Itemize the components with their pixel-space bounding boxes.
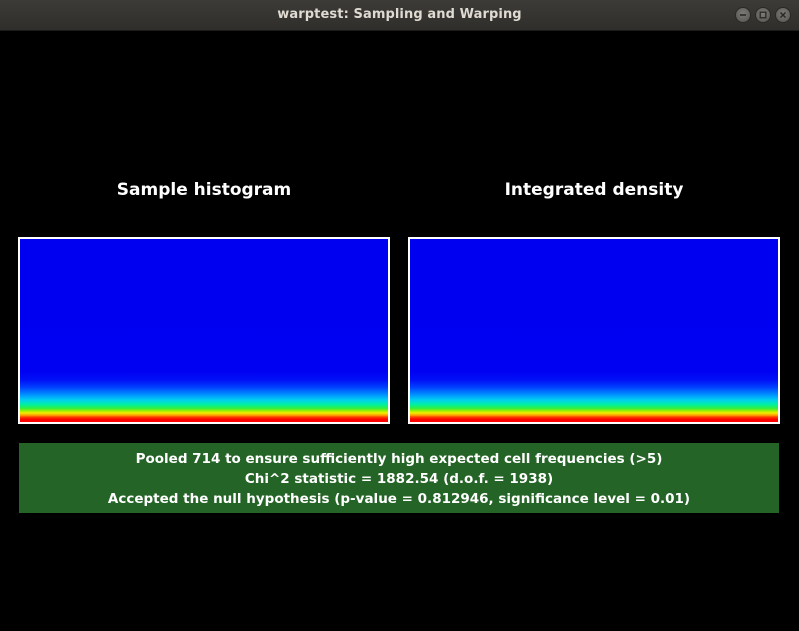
maximize-button[interactable] xyxy=(755,7,771,23)
integrated-density-title: Integrated density xyxy=(504,180,684,200)
title-bar[interactable]: warptest: Sampling and Warping xyxy=(0,0,799,31)
sample-histogram-title: Sample histogram xyxy=(116,180,292,200)
window-controls xyxy=(735,7,791,23)
pooling-message: Pooled 714 to ensure sufficiently high e… xyxy=(135,451,663,467)
minimize-icon xyxy=(740,14,746,16)
minimize-button[interactable] xyxy=(735,7,751,23)
window-title: warptest: Sampling and Warping xyxy=(277,7,522,22)
maximize-icon xyxy=(759,11,767,19)
test-result-box: Pooled 714 to ensure sufficiently high e… xyxy=(19,443,779,513)
close-button[interactable] xyxy=(775,7,791,23)
hypothesis-result: Accepted the null hypothesis (p-value = … xyxy=(107,491,691,507)
integrated-density-plot xyxy=(408,237,780,424)
close-icon xyxy=(779,11,787,19)
sample-histogram-plot xyxy=(18,237,390,424)
chi-square-statistic: Chi^2 statistic = 1882.54 (d.o.f. = 1938… xyxy=(244,471,554,487)
